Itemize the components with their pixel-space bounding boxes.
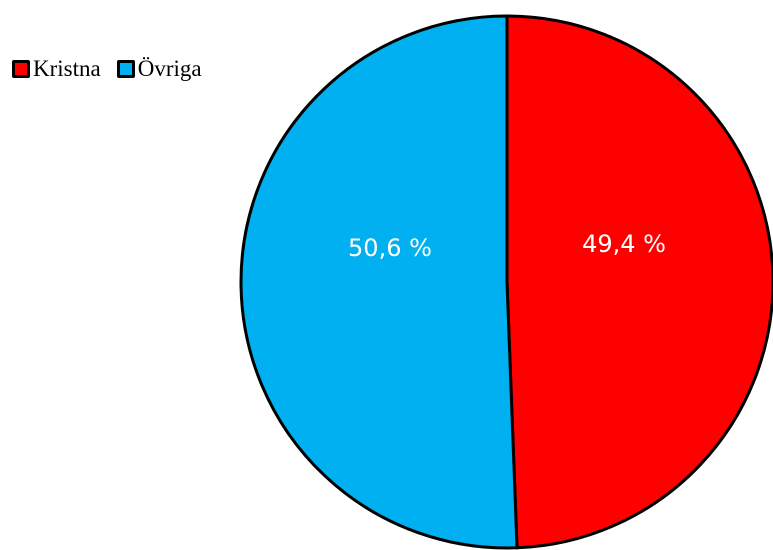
legend-label-ovriga: Övriga xyxy=(137,56,202,81)
data-label-kristna: 49,4 % xyxy=(582,230,666,258)
legend-swatch-kristna xyxy=(12,60,30,78)
data-label-vriga: 50,6 % xyxy=(348,234,432,262)
pie-slice-kristna xyxy=(505,14,773,550)
legend: Kristna Övriga xyxy=(12,56,218,82)
legend-item-ovriga: Övriga xyxy=(116,56,202,82)
legend-label-kristna: Kristna xyxy=(33,56,101,81)
legend-swatch-ovriga xyxy=(116,60,135,78)
pie-slice-vriga xyxy=(239,14,519,550)
legend-item-kristna: Kristna xyxy=(12,56,101,82)
